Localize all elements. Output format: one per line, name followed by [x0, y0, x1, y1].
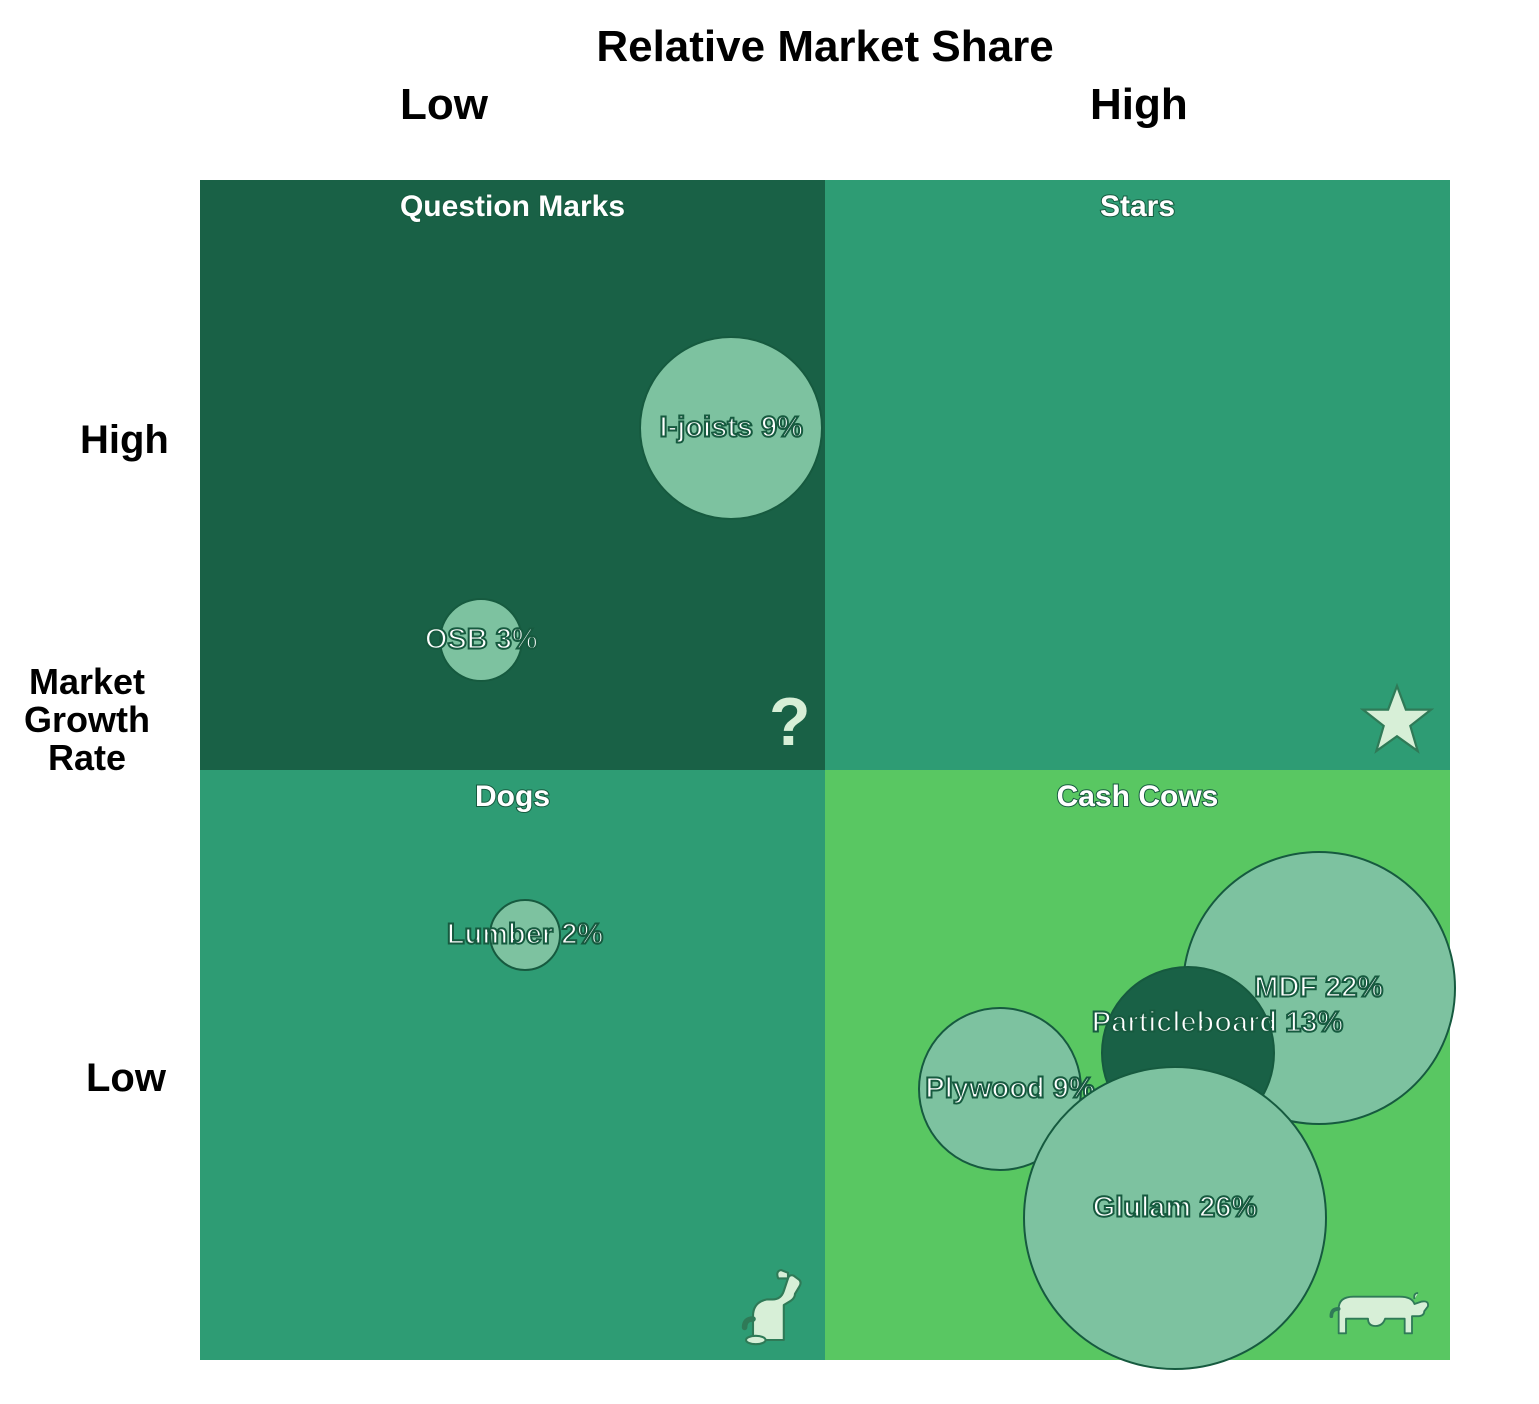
bubbles-layer: I-joists 9% OSB 3% Lumber 2% MDF 22%Particl… [200, 180, 1450, 1360]
bubble-label-particleboard: Particleboard 13% [1092, 1007, 1343, 1040]
bcg-matrix-wrap: Relative Market Share Low High Market Gr… [0, 0, 1539, 1404]
bubble-label-plywood: Plywood 9% [925, 1072, 1094, 1105]
bubble-label-glulam: Glulam 26% [1093, 1192, 1257, 1225]
y-axis-high-label: High [80, 418, 169, 463]
x-axis-title: Relative Market Share [596, 22, 1053, 72]
bubble-label-i-joists: I-joists 9% [660, 411, 803, 444]
bubble-label-lumber: Lumber 2% [447, 919, 603, 952]
x-axis-low-label: Low [400, 80, 488, 130]
y-axis-low-label: Low [86, 1056, 166, 1101]
x-axis-high-label: High [1090, 80, 1188, 130]
y-axis-title: Market Growth Rate [24, 663, 150, 777]
bubble-label-osb: OSB 3% [425, 624, 538, 657]
bubble-label-mdf: MDF 22% [1254, 972, 1383, 1005]
matrix-grid: Question Marks? Stars Dogs Cash Cows I-j… [200, 180, 1450, 1360]
